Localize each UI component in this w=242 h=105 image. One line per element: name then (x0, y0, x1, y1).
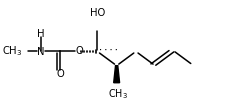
Text: O: O (56, 69, 64, 79)
Text: CH$_3$: CH$_3$ (108, 87, 128, 101)
Text: H: H (37, 29, 45, 39)
Polygon shape (114, 66, 120, 83)
Text: HO: HO (90, 8, 105, 18)
Text: O: O (75, 46, 83, 56)
Text: CH$_3$: CH$_3$ (2, 45, 23, 58)
Text: ····: ···· (98, 47, 119, 56)
Text: N: N (37, 47, 45, 57)
